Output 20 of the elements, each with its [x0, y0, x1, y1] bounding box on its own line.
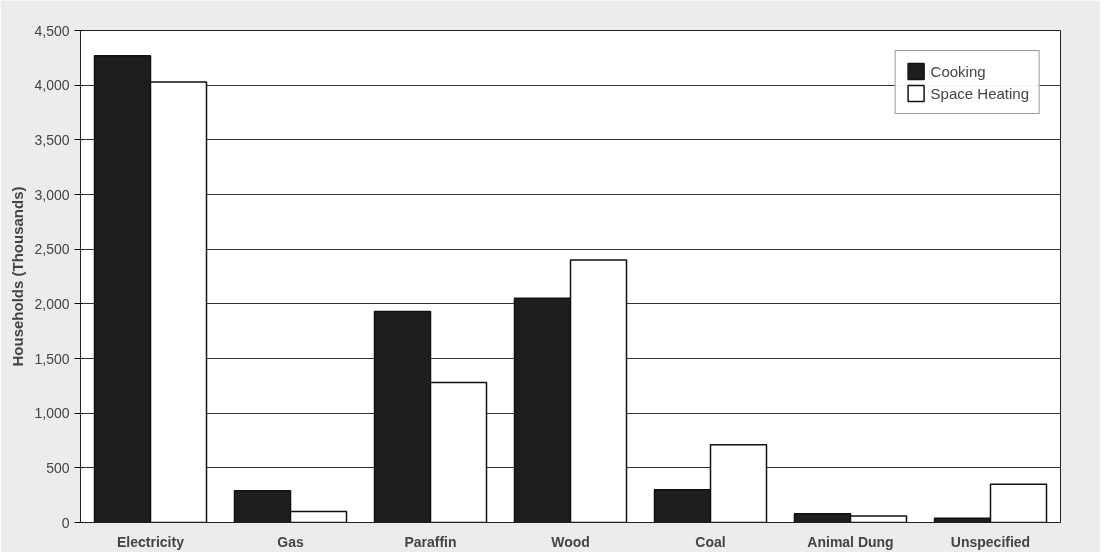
y-tick-label: 2,000	[34, 295, 70, 312]
y-tick-label: 2,500	[34, 241, 70, 258]
x-tick-label: Paraffin	[404, 533, 457, 550]
x-tick-label: Electricity	[117, 533, 185, 550]
x-tick-label: Wood	[551, 533, 590, 550]
x-tick-label: Coal	[695, 533, 726, 550]
y-tick-label: 1,000	[34, 405, 70, 422]
x-tick-label: Unspecified	[950, 533, 1031, 550]
y-tick-label: 0	[61, 514, 70, 531]
x-tick-label: Gas	[277, 533, 304, 550]
y-tick-label: 500	[46, 459, 70, 476]
y-axis-title: Households (Thousands)	[9, 186, 27, 367]
y-tick-label: 3,000	[34, 186, 70, 203]
x-tick-label: Animal Dung	[807, 533, 894, 550]
legend-label: Space Heating	[930, 84, 1029, 102]
legend-label: Cooking	[930, 62, 986, 80]
y-tick-label: 4,500	[34, 22, 70, 39]
y-tick-label: 4,000	[34, 77, 70, 94]
y-tick-label: 3,500	[34, 131, 70, 148]
y-tick-label: 1,500	[34, 350, 70, 367]
